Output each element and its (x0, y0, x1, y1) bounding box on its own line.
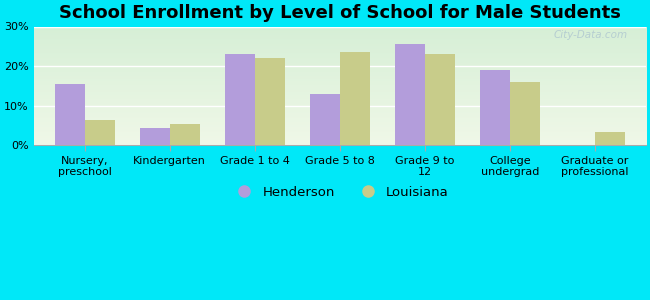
Bar (425, 54, 454, 146)
Bar (310, 94, 340, 146)
Bar (510, 82, 540, 146)
Text: City-Data.com: City-Data.com (553, 30, 627, 40)
Title: School Enrollment by Level of School for Male Students: School Enrollment by Level of School for… (59, 4, 621, 22)
Bar (595, 131, 625, 146)
Bar (255, 58, 285, 146)
Bar (140, 128, 170, 146)
Legend: Henderson, Louisiana: Henderson, Louisiana (226, 181, 454, 204)
Bar (395, 44, 425, 146)
Bar (225, 54, 255, 146)
Bar (55, 84, 84, 146)
Bar (340, 52, 370, 146)
Bar (84, 120, 114, 146)
Bar (170, 124, 200, 146)
Bar (480, 70, 510, 146)
